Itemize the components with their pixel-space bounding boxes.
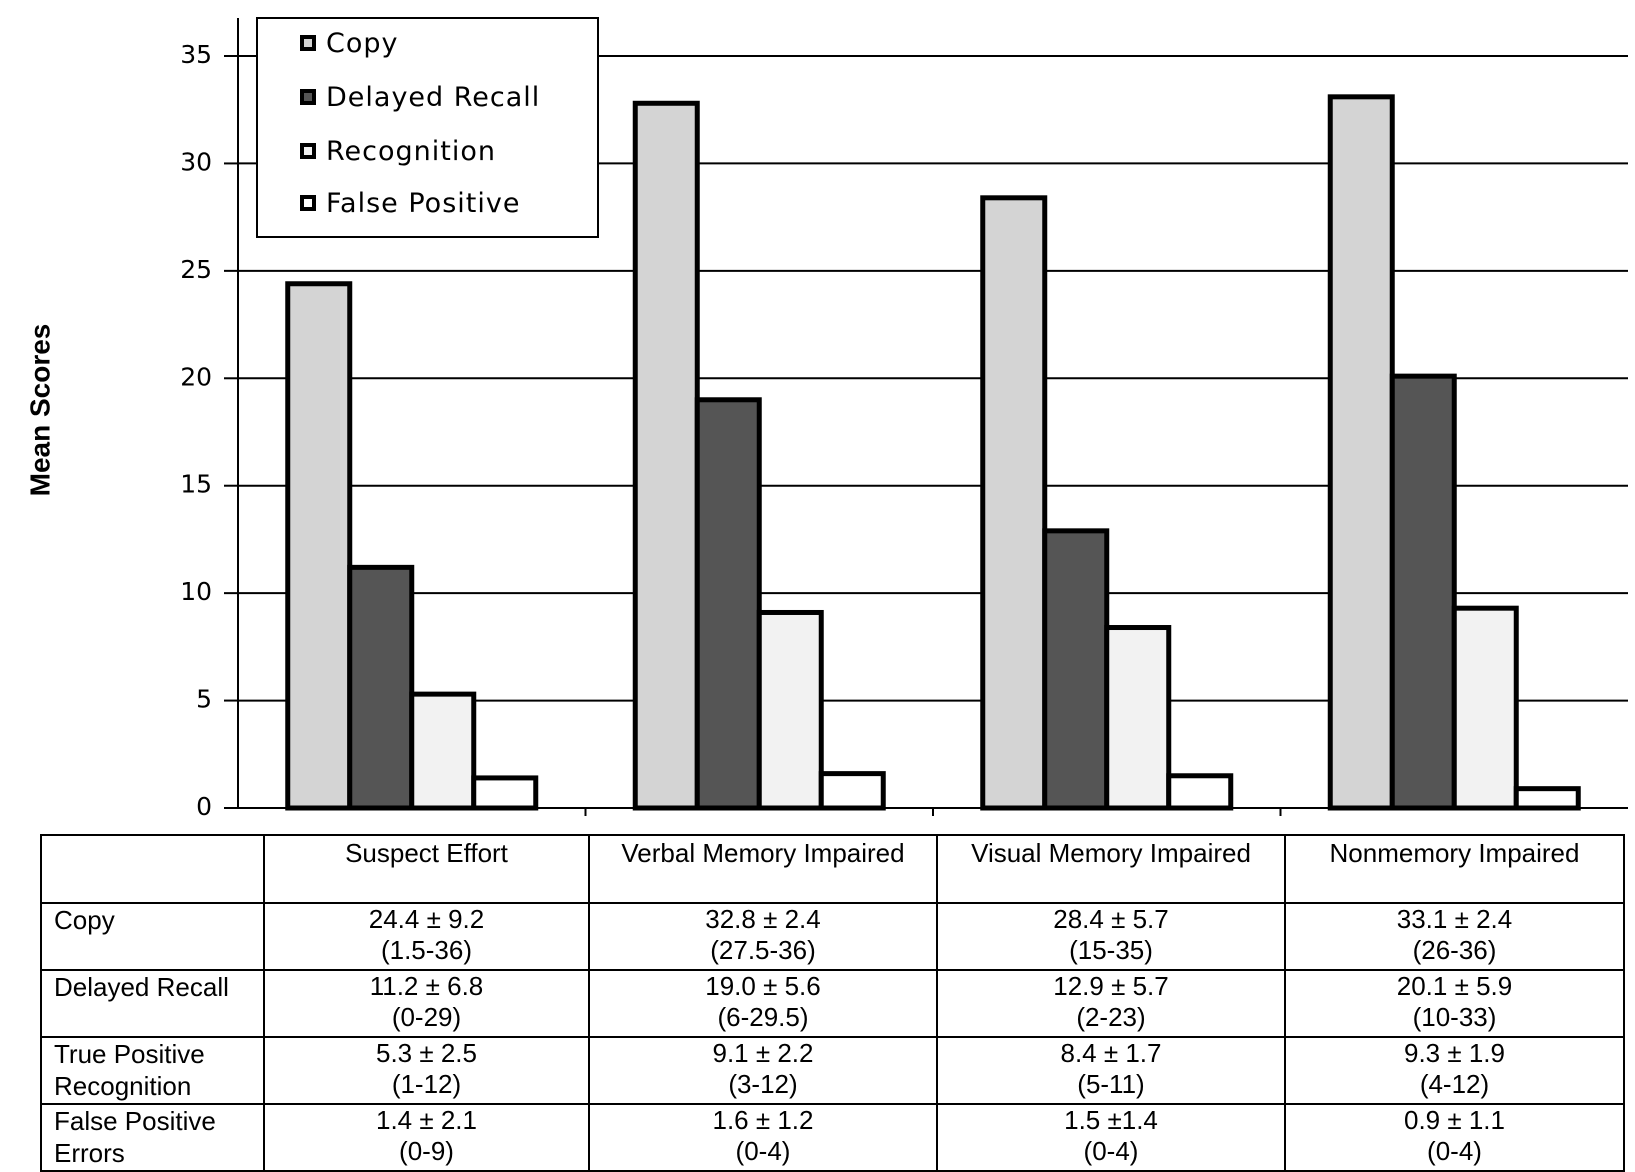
legend-label: Recognition bbox=[326, 135, 496, 167]
bar bbox=[1166, 773, 1234, 811]
bar bbox=[347, 564, 415, 811]
table-header-cell: Nonmemory Impaired bbox=[1284, 834, 1625, 904]
table-cell: 20.1 ± 5.9 (10-33) bbox=[1284, 969, 1625, 1038]
bar bbox=[1389, 373, 1457, 811]
y-tick-label: 10 bbox=[180, 577, 212, 606]
y-tick-label: 15 bbox=[180, 470, 212, 499]
bar bbox=[756, 609, 824, 811]
bar bbox=[632, 100, 700, 811]
table-cell: 33.1 ± 2.4 (26-36) bbox=[1284, 902, 1625, 971]
table-cell: 28.4 ± 5.7 (15-35) bbox=[936, 902, 1286, 971]
legend: Copy Delayed Recall Recognition False Po… bbox=[256, 17, 599, 238]
bar bbox=[1451, 605, 1519, 811]
row-label: True Positive Recognition bbox=[40, 1036, 265, 1105]
legend-label: False Positive bbox=[326, 187, 521, 219]
bar bbox=[694, 397, 762, 811]
bar bbox=[1327, 94, 1395, 811]
table-header-cell: Suspect Effort bbox=[263, 834, 590, 904]
table-header-cell bbox=[40, 834, 265, 904]
y-axis-label-wrap: Mean Scores bbox=[12, 230, 72, 590]
legend-label: Copy bbox=[326, 27, 399, 59]
table-cell: 5.3 ± 2.5 (1-12) bbox=[263, 1036, 590, 1105]
table-cell: 1.6 ± 1.2 (0-4) bbox=[588, 1103, 938, 1172]
y-axis-ticks: 0 5 10 15 20 25 30 35 bbox=[180, 40, 238, 821]
data-table: Suspect Effort Verbal Memory Impaired Vi… bbox=[40, 834, 1625, 1172]
row-label: Copy bbox=[40, 902, 265, 971]
table-row: True Positive Recognition 5.3 ± 2.5 (1-12… bbox=[40, 1036, 1625, 1105]
bar bbox=[818, 771, 886, 811]
y-tick-label: 5 bbox=[196, 685, 212, 714]
table-row: Copy 24.4 ± 9.2 (1.5-36) 32.8 ± 2.4 (27.5-… bbox=[40, 902, 1625, 971]
legend-swatch bbox=[300, 89, 316, 105]
table-cell: 32.8 ± 2.4 (27.5-36) bbox=[588, 902, 938, 971]
y-tick-label: 0 bbox=[196, 792, 212, 821]
legend-item-delayed-recall: Delayed Recall bbox=[300, 77, 540, 117]
legend-swatch bbox=[300, 143, 316, 159]
bar bbox=[471, 775, 539, 811]
bar bbox=[980, 195, 1048, 811]
bar bbox=[409, 691, 477, 811]
y-tick-label: 20 bbox=[180, 362, 212, 391]
table-cell: 11.2 ± 6.8 (0-29) bbox=[263, 969, 590, 1038]
bar bbox=[1042, 528, 1110, 811]
bars bbox=[285, 94, 1581, 811]
table-header-cell: Verbal Memory Impaired bbox=[588, 834, 938, 904]
y-tick-label: 35 bbox=[180, 40, 212, 69]
table-cell: 12.9 ± 5.7 (2-23) bbox=[936, 969, 1286, 1038]
table-cell: 9.1 ± 2.2 (3-12) bbox=[588, 1036, 938, 1105]
y-axis-label: Mean Scores bbox=[24, 324, 55, 497]
table-row: Delayed Recall 11.2 ± 6.8 (0-29) 19.0 ± 5… bbox=[40, 969, 1625, 1038]
table-row: False Positive Errors 1.4 ± 2.1 (0-9) 1.6… bbox=[40, 1103, 1625, 1172]
legend-item-copy: Copy bbox=[300, 23, 399, 63]
bar-chart: 0 5 10 15 20 25 30 35 bbox=[180, 18, 1628, 821]
bar bbox=[1513, 786, 1581, 811]
row-label: Delayed Recall bbox=[40, 969, 265, 1038]
table-cell: 1.5 ±1.4 (0-4) bbox=[936, 1103, 1286, 1172]
legend-swatch bbox=[300, 195, 316, 211]
table-cell: 1.4 ± 2.1 (0-9) bbox=[263, 1103, 590, 1172]
row-label: False Positive Errors bbox=[40, 1103, 265, 1172]
table-header-cell: Visual Memory Impaired bbox=[936, 834, 1286, 904]
bar bbox=[285, 281, 353, 811]
table-cell: 9.3 ± 1.9 (4-12) bbox=[1284, 1036, 1625, 1105]
table-cell: 19.0 ± 5.6 (6-29.5) bbox=[588, 969, 938, 1038]
y-tick-label: 25 bbox=[180, 255, 212, 284]
table-header-row: Suspect Effort Verbal Memory Impaired Vi… bbox=[40, 834, 1625, 904]
bar bbox=[1104, 625, 1172, 811]
table-cell: 8.4 ± 1.7 (5-11) bbox=[936, 1036, 1286, 1105]
legend-label: Delayed Recall bbox=[326, 81, 541, 113]
legend-item-recognition: Recognition bbox=[300, 131, 496, 171]
legend-swatch bbox=[300, 35, 316, 51]
axes bbox=[224, 18, 1628, 816]
legend-item-false-positive: False Positive bbox=[300, 183, 520, 223]
table-cell: 0.9 ± 1.1 (0-4) bbox=[1284, 1103, 1625, 1172]
y-tick-label: 30 bbox=[180, 147, 212, 176]
table-cell: 24.4 ± 9.2 (1.5-36) bbox=[263, 902, 590, 971]
